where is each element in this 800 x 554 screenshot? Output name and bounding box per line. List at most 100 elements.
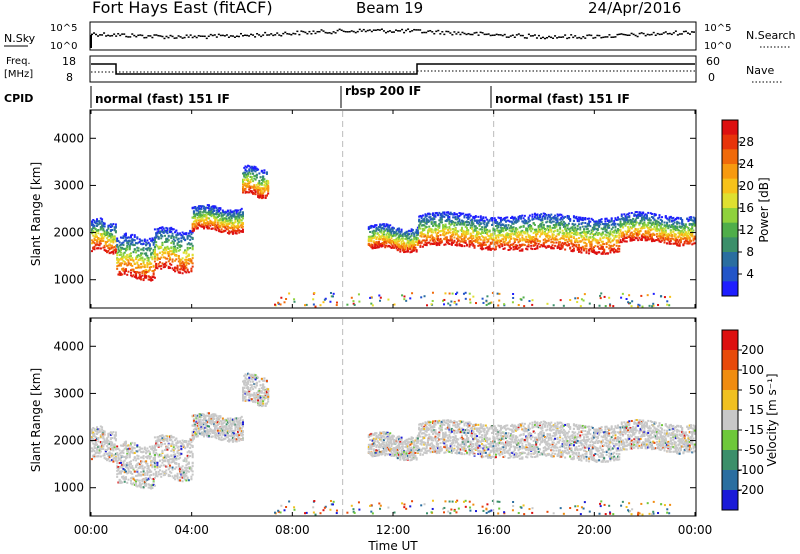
- power-cell: [211, 205, 214, 208]
- power-cell: [522, 217, 525, 220]
- power-cell: [546, 236, 549, 239]
- power-cell: [398, 237, 401, 240]
- power-cell: [598, 225, 601, 228]
- power-cell: [570, 249, 573, 252]
- power-cell: [546, 220, 549, 223]
- power-cell: [369, 244, 372, 247]
- power-cell: [652, 239, 655, 242]
- power-cell: [91, 228, 93, 231]
- power-cell: [447, 215, 450, 218]
- power-cell: [199, 218, 202, 221]
- power-cell: [400, 234, 403, 237]
- power-cell: [210, 209, 213, 212]
- power-cell: [384, 239, 387, 242]
- power-cell: [536, 247, 539, 250]
- power-cell: [430, 242, 433, 245]
- power-cell: [557, 241, 560, 244]
- power-cell: [432, 238, 435, 241]
- power-cell: [102, 221, 105, 224]
- power-cell: [649, 219, 652, 222]
- noise-point: [169, 34, 172, 37]
- power-cell: [162, 256, 165, 259]
- power-cell: [132, 268, 135, 271]
- power-cell: [414, 240, 417, 243]
- power-cell: [581, 221, 584, 224]
- power-cell: [117, 239, 120, 242]
- power-cell: [206, 213, 209, 216]
- power-cell: [184, 258, 187, 261]
- power-cell: [235, 225, 238, 228]
- power-cell: [595, 231, 598, 234]
- power-cell: [452, 220, 455, 223]
- power-cell: [469, 236, 472, 239]
- power-cell: [596, 251, 599, 254]
- power-cell: [108, 248, 111, 251]
- power-cell: [576, 240, 579, 243]
- power-cell: [633, 230, 636, 233]
- power-cell: [483, 219, 486, 222]
- power-cell: [387, 229, 390, 232]
- noise-point: [399, 30, 402, 32]
- power-cell: [526, 232, 529, 235]
- power-cell: [262, 194, 265, 197]
- power-cell: [502, 234, 505, 237]
- power-cell: [585, 230, 588, 233]
- power-cell: [596, 232, 599, 235]
- power-cell: [535, 235, 538, 238]
- power-cell: [468, 221, 471, 224]
- power-cell: [109, 223, 112, 226]
- power-cell: [474, 225, 477, 228]
- power-cell: [98, 221, 101, 224]
- power-cell: [428, 230, 431, 233]
- power-cell: [634, 231, 637, 234]
- power-cell: [143, 272, 146, 275]
- power-cell: [499, 229, 502, 232]
- power-cell: [493, 241, 496, 244]
- power-cell: [96, 218, 99, 221]
- power-cell: [477, 222, 480, 225]
- power-cell: [384, 240, 387, 243]
- power-cell: [238, 214, 241, 217]
- noise-right-label: N.Search: [746, 29, 796, 42]
- power-cell: [408, 243, 411, 246]
- power-cell: [467, 229, 470, 232]
- power-cell: [518, 233, 521, 236]
- power-cell: [186, 246, 189, 249]
- power-cell: [464, 233, 467, 236]
- power-cell: [613, 251, 616, 254]
- power-cell: [202, 221, 205, 224]
- power-cell: [428, 220, 431, 223]
- power-cell: [386, 238, 389, 241]
- power-cell: [659, 233, 662, 236]
- power-cell: [406, 233, 409, 236]
- power-cell: [136, 270, 139, 273]
- power-cell: [508, 248, 511, 251]
- power-cell: [116, 258, 119, 261]
- power-cell: [666, 233, 669, 236]
- power-cell: [630, 219, 633, 222]
- power-cell: [219, 208, 222, 211]
- power-cell: [438, 240, 441, 243]
- power-cell: [547, 225, 550, 228]
- power-cell: [487, 240, 490, 243]
- power-cell: [671, 224, 674, 227]
- power-cell: [260, 192, 263, 195]
- power-cell: [459, 212, 462, 215]
- power-cell: [165, 257, 168, 260]
- date-label: 24/Apr/2016: [588, 0, 681, 17]
- power-cell: [667, 227, 670, 230]
- power-cell: [672, 230, 675, 233]
- power-cell: [557, 232, 560, 235]
- power-cell: [465, 230, 468, 233]
- noise-point: [656, 32, 659, 35]
- power-cell: [499, 239, 502, 242]
- power-cell: [594, 227, 597, 230]
- power-cell: [214, 205, 217, 208]
- power-cell: [533, 228, 536, 231]
- power-cell: [103, 231, 106, 234]
- power-cell: [104, 249, 107, 252]
- power-cell: [479, 247, 482, 250]
- power-cell: [593, 249, 596, 252]
- power-cell: [213, 206, 216, 209]
- power-cell: [405, 244, 408, 247]
